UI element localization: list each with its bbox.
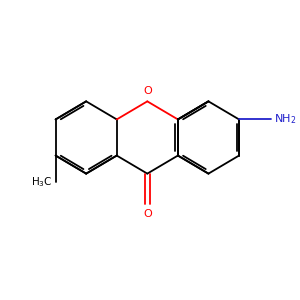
Text: H$_3$C: H$_3$C [31, 175, 52, 189]
Text: O: O [143, 209, 152, 219]
Text: NH$_2$: NH$_2$ [274, 112, 297, 126]
Text: O: O [143, 86, 152, 96]
